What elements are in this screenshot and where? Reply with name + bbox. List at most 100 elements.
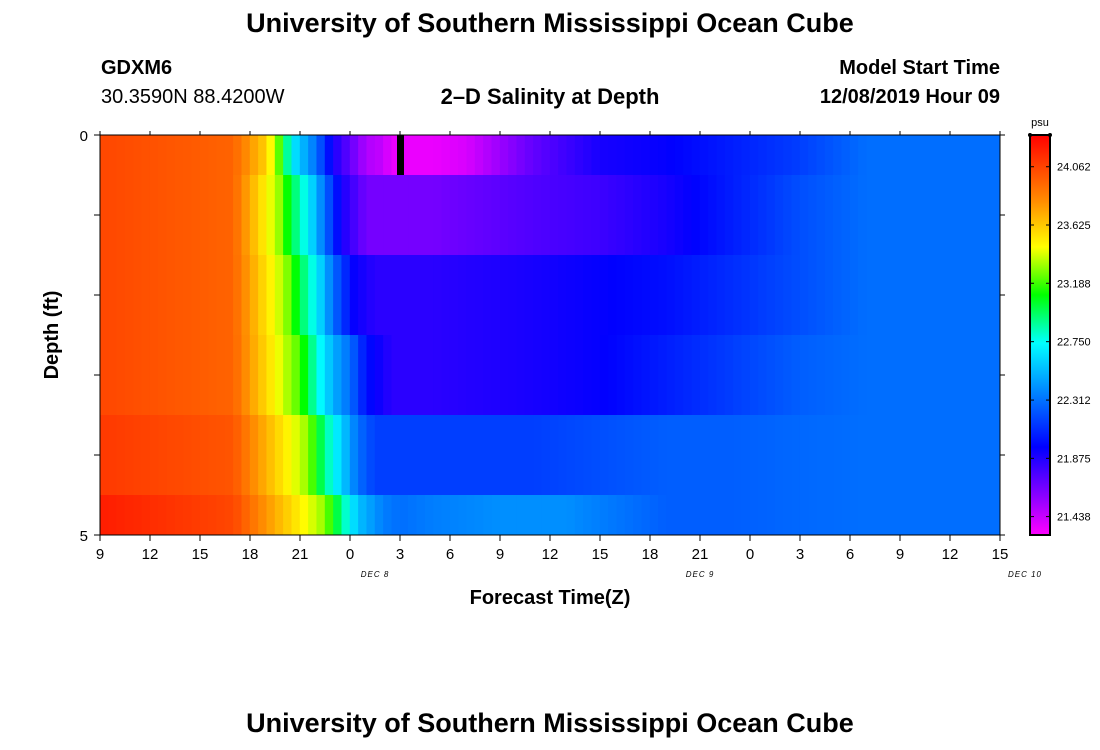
heat-cell <box>466 495 476 535</box>
heat-cell <box>333 175 342 255</box>
heat-cell <box>916 135 926 175</box>
heat-cell <box>508 495 517 535</box>
heat-cell <box>491 255 501 335</box>
heat-cell <box>799 175 809 255</box>
heat-cell <box>716 415 726 495</box>
heat-cell <box>441 415 451 495</box>
heat-cell <box>724 335 734 415</box>
heat-cell <box>441 335 451 415</box>
date-label: DEC 8 <box>361 570 390 579</box>
heat-cell <box>441 495 451 535</box>
heat-cell <box>833 175 842 255</box>
heat-cell <box>158 495 167 535</box>
heat-cell <box>924 135 934 175</box>
heat-cell <box>424 415 434 495</box>
heat-cell <box>983 255 992 335</box>
heat-cell <box>108 255 117 335</box>
heat-cell <box>233 255 242 335</box>
heat-cell <box>541 335 551 415</box>
heat-cell <box>916 495 926 535</box>
heat-cell <box>674 175 684 255</box>
heat-cell <box>133 335 142 415</box>
heat-cell <box>974 335 984 415</box>
heat-cell <box>866 415 876 495</box>
heat-cell <box>758 335 767 415</box>
heat-cell <box>308 135 317 175</box>
x-tick-label: 6 <box>446 546 454 563</box>
heat-cell <box>749 335 759 415</box>
heat-cell <box>149 255 159 335</box>
heat-cell <box>191 495 201 535</box>
heat-cell <box>399 135 409 175</box>
heat-cell <box>133 175 142 255</box>
heat-cell <box>733 255 742 335</box>
heat-cell <box>858 255 867 335</box>
heat-cell <box>691 175 701 255</box>
heat-cell <box>549 495 559 535</box>
heat-cell <box>308 255 317 335</box>
heat-cell <box>216 415 226 495</box>
heat-cell <box>849 135 859 175</box>
heat-cell <box>566 415 576 495</box>
heat-cell <box>849 335 859 415</box>
heat-cell <box>649 255 659 335</box>
heat-cell <box>583 175 592 255</box>
heat-cell <box>133 255 142 335</box>
heat-cell <box>783 335 792 415</box>
heat-cell <box>133 415 142 495</box>
heat-cell <box>883 415 892 495</box>
heat-cell <box>974 415 984 495</box>
heat-cell <box>841 335 851 415</box>
heat-cell <box>583 335 592 415</box>
heat-cell <box>383 175 392 255</box>
heat-cell <box>658 335 667 415</box>
heat-cell <box>183 495 192 535</box>
heat-cell <box>583 495 592 535</box>
heat-cell <box>274 335 284 415</box>
heat-cell <box>224 335 234 415</box>
heat-cell <box>808 255 817 335</box>
heat-cell <box>383 255 392 335</box>
heat-cell <box>599 175 609 255</box>
heat-cell <box>549 175 559 255</box>
heat-cell <box>174 255 184 335</box>
heat-cell <box>883 495 892 535</box>
heat-cell <box>391 135 401 175</box>
heat-cell <box>258 415 267 495</box>
heat-cell <box>899 335 909 415</box>
heat-cell <box>466 175 476 255</box>
heat-cell <box>233 415 242 495</box>
heat-cell <box>149 175 159 255</box>
heat-cell <box>916 175 926 255</box>
heat-cell <box>141 255 151 335</box>
heat-cell <box>841 135 851 175</box>
heat-cell <box>691 335 701 415</box>
heat-cell <box>816 135 826 175</box>
heat-cell <box>324 335 334 415</box>
heat-cell <box>499 135 509 175</box>
heat-cell <box>599 415 609 495</box>
heat-cell <box>891 255 901 335</box>
heat-cell <box>791 495 801 535</box>
heat-cell <box>758 135 767 175</box>
heat-cell <box>599 495 609 535</box>
heat-cell <box>799 495 809 535</box>
x-axis: 9 12 15 18 21 0 3 6 9 12 15 18 21 0 3 6 9 12 15 DEC 8 DEC 9 D… <box>96 131 1041 579</box>
heat-cell <box>216 135 226 175</box>
heat-cell <box>591 255 601 335</box>
heat-cell <box>724 495 734 535</box>
heat-cell <box>133 495 142 535</box>
heat-cell <box>866 335 876 415</box>
heat-cell <box>174 135 184 175</box>
heat-cell <box>641 175 651 255</box>
heat-cell <box>499 415 509 495</box>
heat-cell <box>866 495 876 535</box>
heat-cell <box>374 255 384 335</box>
heat-cell <box>524 255 534 335</box>
heat-cell <box>516 175 526 255</box>
heat-cell <box>99 175 109 255</box>
heat-cell <box>241 175 251 255</box>
heat-cell <box>774 495 784 535</box>
heat-cell <box>866 135 876 175</box>
heat-cell <box>333 415 342 495</box>
